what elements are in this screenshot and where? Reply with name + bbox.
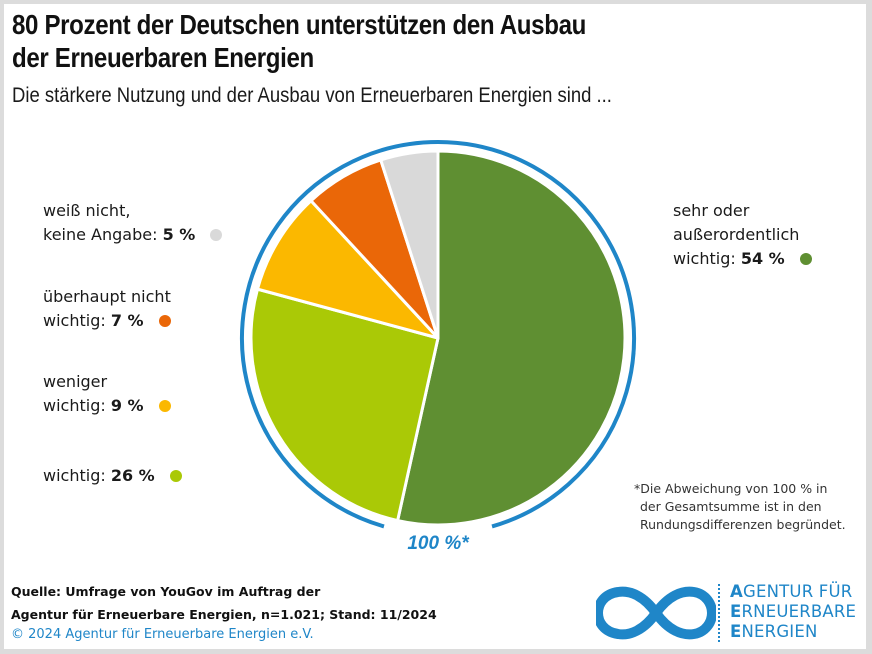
legend-dot-icon: [799, 253, 812, 265]
logo-text: AGENTUR FÜR ERNEUERBARE ENERGIEN: [730, 582, 856, 642]
logo-initial: E: [730, 622, 742, 641]
legend-label: weniger: [43, 372, 108, 391]
legend-dot-icon: [169, 470, 182, 482]
footnote-line-3: Rundungsdifferenzen begründet.: [640, 517, 846, 532]
legend-value: 7 %: [110, 311, 144, 330]
footnote-line-2: der Gesamtsumme ist in den: [640, 499, 822, 514]
legend-wichtig: wichtig: 26 %: [43, 464, 182, 488]
pie-slice-wichtig: [249, 287, 440, 523]
pie-slice-weiss_nicht: [379, 149, 440, 340]
footnote-line-1: *Die Abweichung von 100 % in: [634, 481, 828, 496]
chart-title: 80 Prozent der Deutschen unterstützen de…: [12, 8, 586, 74]
logo-initial: E: [730, 602, 742, 621]
logo-word: GENTUR FÜR: [742, 582, 853, 601]
legend-label: außerordentlich: [673, 225, 800, 244]
copyright: © 2024 Agentur für Erneuerbare Energien …: [11, 627, 314, 642]
legend-label: wichtig:: [43, 311, 106, 330]
logo-word: NERGIEN: [741, 622, 818, 641]
legend-label: wichtig:: [43, 466, 106, 485]
source-line-2: Agentur für Erneuerbare Energien, n=1.02…: [11, 607, 437, 622]
legend-label: wichtig:: [673, 249, 736, 268]
total-ring-arc: [240, 140, 636, 529]
source-line-1: Quelle: Umfrage von YouGov im Auftrag de…: [11, 584, 321, 599]
legend-dot-icon: [158, 400, 171, 412]
pie-slice-weniger_wichtig: [255, 199, 440, 340]
legend-weniger-wichtig: weniger wichtig: 9 %: [43, 370, 171, 418]
legend-label: sehr oder: [673, 201, 750, 220]
title-line-2: der Erneuerbaren Energien: [12, 42, 314, 73]
legend-label: weiß nicht,: [43, 201, 131, 220]
legend-value: 9 %: [110, 396, 144, 415]
legend-dot-icon: [210, 229, 223, 241]
logo-word: RNEUERBARE: [741, 602, 857, 621]
footnote: *Die Abweichung von 100 % in der Gesamts…: [634, 480, 846, 534]
infinity-logo-icon: [593, 586, 717, 640]
legend-label: keine Angabe:: [43, 225, 158, 244]
aee-logo: AGENTUR FÜR ERNEUERBARE ENERGIEN: [593, 582, 866, 644]
source-note: Quelle: Umfrage von YouGov im Auftrag de…: [11, 580, 437, 626]
legend-value: 5 %: [162, 225, 196, 244]
legend-dot-icon: [158, 315, 171, 327]
title-line-1: 80 Prozent der Deutschen unterstützen de…: [12, 9, 586, 40]
legend-label: überhaupt nicht: [43, 287, 171, 306]
legend-label: wichtig:: [43, 396, 106, 415]
legend-value: 26 %: [110, 466, 155, 485]
total-ring: [240, 140, 636, 529]
logo-divider: [718, 584, 720, 642]
total-label: 100 %*: [407, 533, 470, 554]
legend-ueberhaupt-nicht: überhaupt nicht wichtig: 7 %: [43, 285, 171, 333]
legend-value: 54 %: [740, 249, 785, 268]
pie-slices: [249, 149, 627, 527]
logo-initial: A: [730, 582, 743, 601]
legend-weiss-nicht: weiß nicht, keine Angabe: 5 %: [43, 199, 223, 247]
chart-subtitle: Die stärkere Nutzung und der Ausbau von …: [12, 84, 612, 107]
legend-sehr-wichtig: sehr oder außerordentlich wichtig: 54 %: [673, 199, 812, 271]
pie-slice-sehr_wichtig: [396, 149, 627, 527]
